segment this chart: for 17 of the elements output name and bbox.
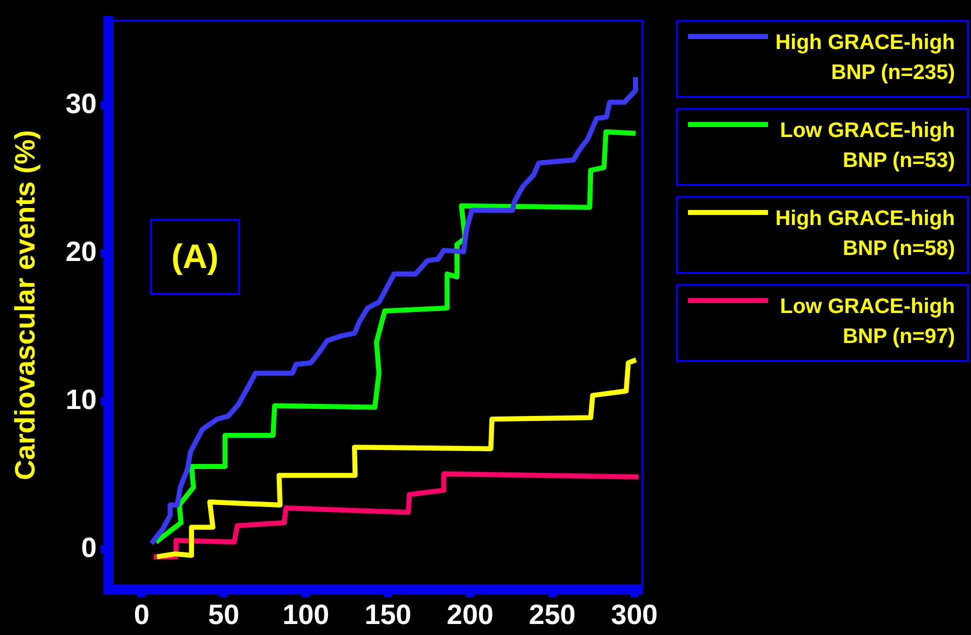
x-tick-label: 200 (446, 598, 494, 630)
x-tick-label: 150 (364, 598, 412, 630)
legend-label: High GRACE-high BNP (n=235) (774, 30, 955, 86)
legend-label: Low GRACE-high BNP (n=53) (779, 118, 955, 174)
y-axis-title: Cardiovascular events (%) (10, 130, 41, 480)
y-tick-label: 10 (66, 384, 97, 416)
x-tick-label: 300 (611, 598, 658, 630)
x-tick-label: 50 (208, 598, 240, 630)
x-tick-label: 0 (134, 598, 150, 630)
x-tick-label: 250 (528, 598, 576, 630)
legend-label: High GRACE-high BNP (n=58) (774, 206, 955, 262)
y-tick-label: 20 (66, 236, 97, 267)
y-tick-label: 0 (81, 532, 97, 564)
annotation: (A) (150, 219, 240, 295)
legend-label: Low GRACE-high BNP (n=97) (779, 294, 955, 350)
y-tick-label: 30 (66, 88, 97, 119)
x-tick-label: 100 (282, 598, 330, 630)
